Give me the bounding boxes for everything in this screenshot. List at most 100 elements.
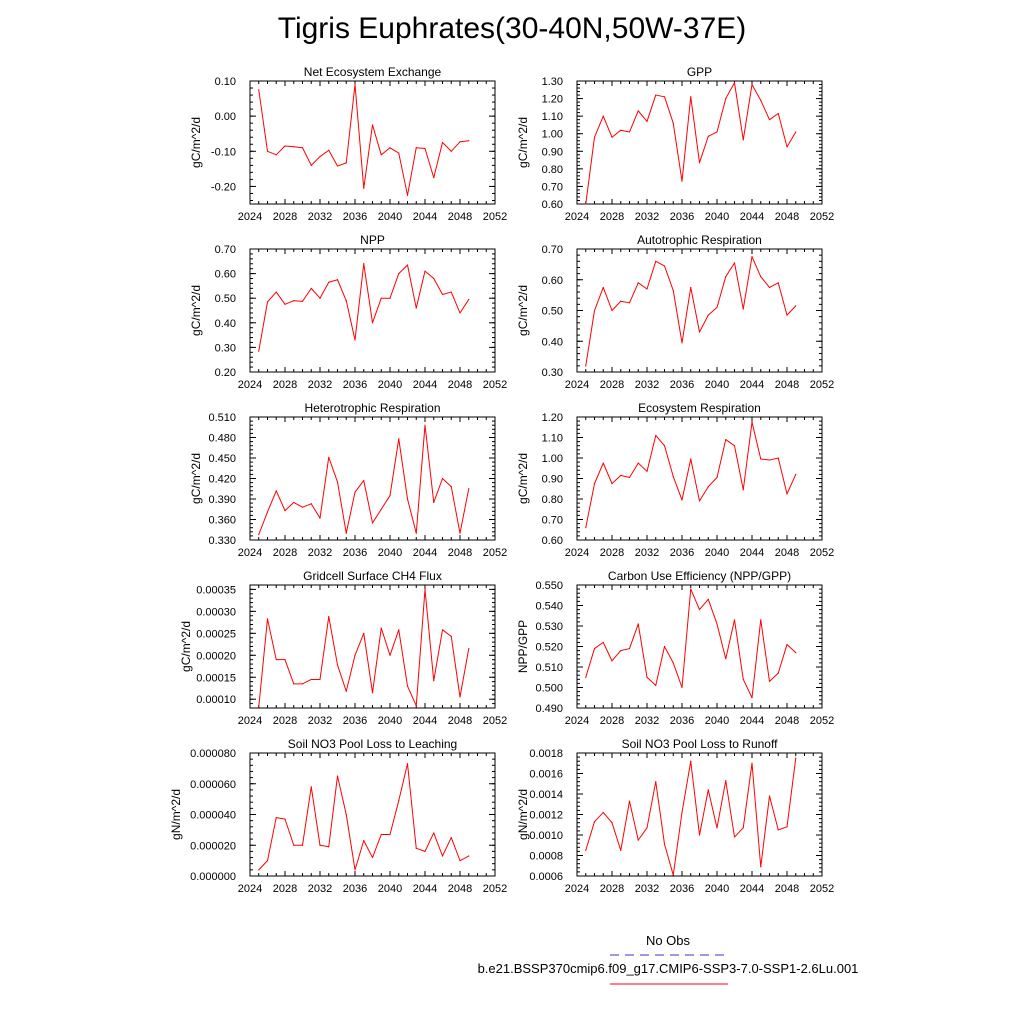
y-tick-label: 0.20 — [215, 367, 236, 379]
y-tick-label: 0.00015 — [196, 672, 236, 684]
y-tick-label: 0.90 — [542, 146, 563, 158]
data-point — [293, 683, 295, 685]
data-point — [760, 276, 762, 278]
data-point — [258, 869, 260, 871]
data-point — [371, 692, 374, 694]
data-point — [398, 629, 400, 631]
data-point — [655, 260, 657, 262]
data-point — [620, 849, 622, 851]
data-point — [459, 696, 461, 698]
y-axis-label: gC/m^2/d — [189, 117, 203, 168]
x-tick-label: 2024 — [238, 379, 262, 391]
data-point — [319, 297, 321, 299]
data-point — [389, 833, 391, 836]
data-point — [672, 122, 674, 124]
data-point — [433, 177, 435, 179]
data-point — [751, 256, 753, 258]
data-point — [468, 648, 470, 650]
data-point — [742, 678, 744, 680]
data-point — [398, 438, 400, 440]
data-point — [275, 291, 277, 293]
y-tick-label: 0.510 — [535, 662, 563, 674]
y-tick-label: 0.00025 — [196, 628, 236, 640]
data-point — [345, 532, 347, 534]
data-point — [698, 331, 701, 333]
x-tick-label: 2032 — [308, 883, 332, 895]
x-tick-label: 2044 — [740, 883, 764, 895]
y-tick-label: 0.0014 — [529, 789, 563, 801]
data-point — [786, 314, 788, 316]
x-tick-label: 2048 — [448, 547, 472, 559]
y-tick-label: 0.70 — [542, 515, 563, 527]
x-tick-label: 2044 — [413, 379, 437, 391]
x-tick-label: 2032 — [308, 379, 332, 391]
x-tick-label: 2048 — [448, 715, 472, 727]
data-point — [275, 659, 277, 661]
panel-frame — [576, 584, 823, 709]
data-point — [690, 96, 692, 98]
data-point — [751, 697, 753, 699]
y-tick-label: 0.50 — [215, 293, 236, 305]
y-tick-label: -0.20 — [211, 181, 236, 193]
data-point — [742, 139, 744, 141]
data-point — [266, 618, 269, 620]
x-tick-label: 2044 — [740, 715, 764, 727]
data-point — [655, 94, 657, 96]
panel-1: Net Ecosystem Exchange gC/m^2/d 2024 2028 20… — [189, 65, 507, 223]
data-point — [310, 503, 312, 505]
data-point — [690, 588, 692, 590]
data-point — [646, 288, 648, 290]
data-point — [389, 297, 391, 299]
x-tick-label: 2028 — [600, 379, 624, 391]
data-point — [459, 860, 461, 862]
x-tick-label: 2024 — [565, 211, 589, 223]
data-point — [768, 286, 771, 289]
data-point — [795, 473, 797, 475]
x-tick-label: 2028 — [600, 883, 624, 895]
y-tick-label: 0.40 — [215, 318, 236, 330]
data-point — [354, 83, 356, 86]
y-tick-label: 0.530 — [535, 621, 563, 633]
data-point — [698, 609, 701, 611]
data-point — [593, 647, 596, 650]
x-tick-label: 2048 — [775, 211, 799, 223]
data-point — [646, 120, 648, 123]
data-point — [468, 855, 470, 857]
y-axis-label: gC/m^2/d — [179, 621, 193, 672]
panel-title: Gridcell Surface CH4 Flux — [303, 569, 442, 583]
data-point — [301, 506, 304, 508]
panel-title: Soil NO3 Pool Loss to Leaching — [288, 737, 457, 751]
x-tick-label: 2036 — [670, 547, 694, 559]
x-tick-label: 2044 — [740, 379, 764, 391]
data-point — [725, 658, 727, 660]
x-tick-label: 2036 — [670, 715, 694, 727]
data-point — [293, 146, 295, 148]
data-point — [380, 297, 382, 299]
data-point — [310, 678, 312, 681]
data-point — [433, 501, 435, 504]
y-tick-label: 0.50 — [542, 306, 563, 318]
x-tick-label: 2052 — [810, 211, 834, 223]
series-line — [585, 758, 797, 876]
data-point — [468, 140, 470, 142]
data-point — [275, 816, 277, 819]
data-point — [450, 836, 452, 839]
data-point — [450, 486, 452, 488]
y-tick-label: 0.330 — [208, 535, 236, 547]
data-point — [441, 629, 444, 631]
data-point — [742, 489, 744, 491]
data-point — [380, 627, 382, 629]
data-point — [628, 131, 631, 133]
data-point — [275, 490, 277, 492]
x-tick-label: 2032 — [308, 211, 332, 223]
y-tick-label: 0.40 — [542, 336, 563, 348]
data-point — [681, 342, 683, 344]
y-tick-label: 0.0006 — [529, 871, 563, 883]
y-tick-label: 0.0016 — [529, 769, 563, 781]
data-point — [380, 833, 382, 836]
data-point — [637, 282, 639, 284]
x-tick-label: 2036 — [343, 715, 367, 727]
data-point — [716, 306, 718, 309]
panel-title: Heterotrophic Respiration — [304, 401, 440, 415]
